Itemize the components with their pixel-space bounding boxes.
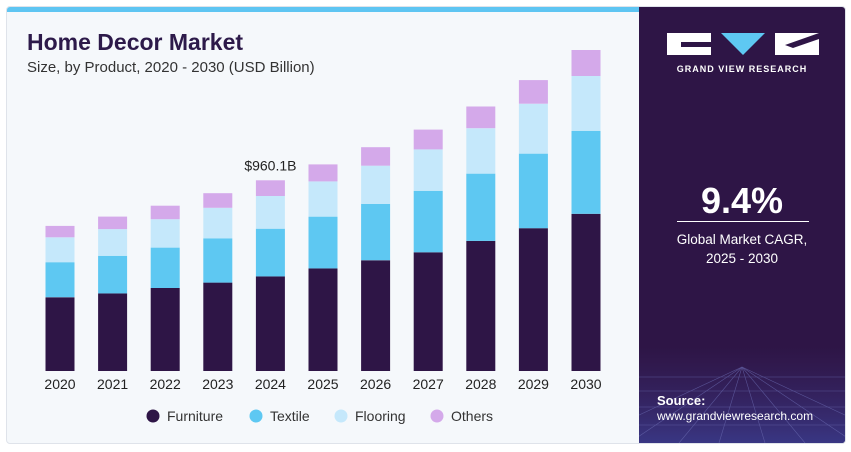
legend-label-furniture: Furniture [167, 408, 223, 424]
bar-furniture-2028 [466, 240, 496, 371]
x-tick-label: 2027 [413, 376, 444, 392]
bar-textile-2027 [413, 190, 443, 253]
chart-title: Home Decor Market [27, 29, 244, 55]
legend-label-flooring: Flooring [355, 408, 406, 424]
x-tick-label: 2028 [465, 376, 496, 392]
data-label-2024: $960.1B [244, 157, 296, 173]
bar-others-2024 [255, 180, 285, 196]
bar-flooring-2029 [518, 103, 548, 154]
bar-others-2029 [518, 80, 548, 104]
bar-textile-2026 [361, 203, 391, 261]
bar-chart: 2020 2021 2022 2023 2024 2025 2026 2027 2028 2029… [44, 50, 602, 424]
x-tick-label: 2020 [44, 376, 75, 392]
bar-textile-2024 [255, 228, 285, 277]
grand-view-research-logo [667, 33, 819, 55]
bar-others-2023 [203, 193, 233, 208]
bar-flooring-2026 [361, 165, 391, 204]
cagr-divider [677, 221, 809, 222]
bar-others-2027 [413, 129, 443, 150]
cagr-label: Global Market CAGR, 2025 - 2030 [639, 230, 845, 268]
x-tick-label: 2024 [255, 376, 286, 392]
source-url: www.grandviewresearch.com [657, 409, 814, 423]
bar-furniture-2029 [518, 228, 548, 371]
legend-swatch-textile [249, 409, 263, 423]
x-axis-labels: 2020 2021 2022 2023 2024 2025 2026 2027 2028 2029… [44, 376, 601, 392]
bar-furniture-2025 [308, 268, 338, 371]
legend-label-others: Others [451, 408, 493, 424]
brand-name: GRAND VIEW RESEARCH [676, 64, 808, 74]
chart-legend: Furniture Textile Flooring Others [146, 408, 493, 424]
bar-flooring-2022 [150, 219, 180, 248]
bar-others-2026 [361, 147, 391, 166]
bar-textile-2029 [518, 153, 548, 229]
bar-flooring-2023 [203, 207, 233, 239]
x-tick-label: 2022 [150, 376, 181, 392]
bar-textile-2023 [203, 238, 233, 283]
bar-others-2028 [466, 106, 496, 129]
x-tick-label: 2029 [518, 376, 549, 392]
cagr-label-line1: Global Market CAGR, [676, 232, 808, 247]
bar-furniture-2020 [45, 297, 75, 371]
bar-textile-2030 [571, 130, 601, 214]
cagr-value: 9.4% [700, 180, 784, 221]
source-label: Source: [657, 393, 706, 408]
bar-textile-2025 [308, 216, 338, 269]
legend-swatch-furniture [146, 409, 160, 423]
decorative-grid [639, 347, 845, 443]
legend-swatch-others [430, 409, 444, 423]
bar-furniture-2023 [203, 282, 233, 371]
bar-textile-2020 [45, 262, 75, 298]
bar-furniture-2024 [255, 276, 285, 371]
bar-others-2025 [308, 164, 338, 182]
x-tick-label: 2026 [360, 376, 391, 392]
bar-flooring-2020 [45, 237, 75, 263]
bar-others-2022 [150, 205, 180, 220]
bar-furniture-2022 [150, 288, 180, 371]
accent-bar [7, 7, 639, 12]
bar-flooring-2025 [308, 181, 338, 217]
bar-flooring-2030 [571, 76, 601, 131]
bar-flooring-2024 [255, 196, 285, 229]
bar-flooring-2021 [98, 229, 128, 256]
bar-furniture-2021 [98, 293, 128, 371]
bars-layer [45, 50, 601, 371]
cagr-label-line2: 2025 - 2030 [705, 251, 779, 266]
annotations-layer: $960.1B [244, 157, 296, 173]
bar-textile-2022 [150, 247, 180, 288]
bar-flooring-2028 [466, 128, 496, 174]
x-tick-label: 2023 [202, 376, 233, 392]
x-tick-label: 2030 [570, 376, 601, 392]
bar-flooring-2027 [413, 149, 443, 191]
sidebar-panel: GRAND VIEW RESEARCH 9.4% Global Market C… [639, 7, 845, 443]
bar-furniture-2026 [361, 260, 391, 371]
legend-label-textile: Textile [270, 408, 310, 424]
bar-others-2030 [571, 50, 601, 76]
bar-others-2020 [45, 225, 75, 238]
bar-textile-2021 [98, 255, 128, 294]
bar-furniture-2030 [571, 213, 601, 371]
infographic-card: Home Decor Market Size, by Product, 2020… [6, 6, 846, 444]
bar-others-2021 [98, 216, 128, 230]
bar-furniture-2027 [413, 252, 443, 371]
chart-subtitle: Size, by Product, 2020 - 2030 (USD Billi… [27, 59, 315, 76]
x-tick-label: 2021 [97, 376, 128, 392]
bar-textile-2028 [466, 173, 496, 241]
x-tick-label: 2025 [307, 376, 338, 392]
legend-swatch-flooring [334, 409, 348, 423]
